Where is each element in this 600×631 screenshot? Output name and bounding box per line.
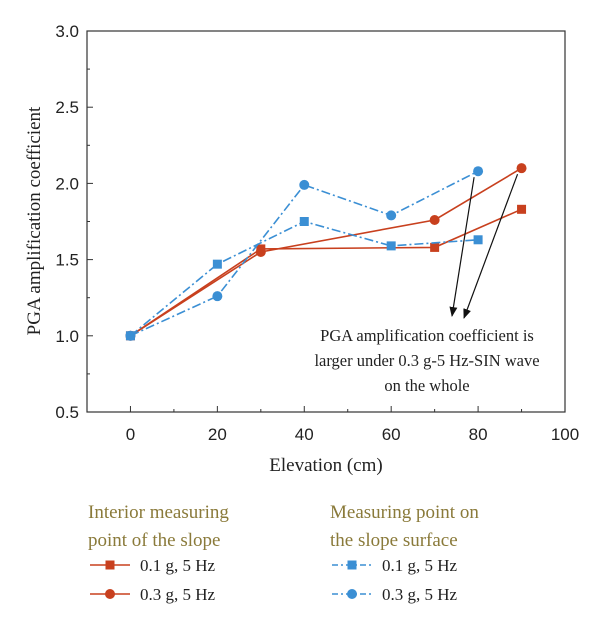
legend-swatch-marker xyxy=(347,589,357,599)
y-tick-label: 1.5 xyxy=(55,251,79,270)
series-line xyxy=(130,208,522,337)
data-point xyxy=(386,241,396,251)
x-tick-label: 40 xyxy=(295,425,314,444)
legend-swatch-marker xyxy=(105,589,115,599)
series-line xyxy=(129,220,479,337)
data-point xyxy=(255,246,266,257)
legend-entry-label: 0.1 g, 5 Hz xyxy=(382,556,458,575)
legend-swatch-marker xyxy=(105,560,115,570)
legend-group-title: point of the slope xyxy=(88,530,220,551)
data-point xyxy=(212,291,223,302)
annotation-text-line: on the whole xyxy=(384,376,469,395)
data-point xyxy=(516,163,527,174)
series-2 xyxy=(125,163,527,341)
x-tick-label: 80 xyxy=(469,425,488,444)
data-point xyxy=(473,235,483,245)
y-tick-label: 3.0 xyxy=(55,22,79,41)
y-tick-label: 1.0 xyxy=(55,327,79,346)
x-tick-label: 20 xyxy=(208,425,227,444)
data-point xyxy=(473,166,484,177)
legend-group-title: Interior measuring xyxy=(88,502,229,523)
legend: Interior measuring point of the slope 0.1 … xyxy=(88,502,479,604)
data-point xyxy=(430,242,440,252)
series-line xyxy=(130,167,522,337)
y-tick-label: 2.0 xyxy=(55,174,79,193)
annotation-text-line: larger under 0.3 g-5 Hz-SIN wave xyxy=(314,351,539,370)
data-point xyxy=(212,259,222,269)
legend-entry-label: 0.3 g, 5 Hz xyxy=(382,585,458,604)
legend-entry-label: 0.3 g, 5 Hz xyxy=(140,585,216,604)
x-tick-label: 60 xyxy=(382,425,401,444)
series-3 xyxy=(125,217,483,341)
data-point xyxy=(429,214,440,225)
data-point xyxy=(299,217,309,226)
y-axis-label: PGA amplification coefficient xyxy=(24,106,45,335)
annotation-arrow xyxy=(449,177,475,317)
series-line xyxy=(130,170,479,337)
legend-group-title: Measuring point on xyxy=(330,502,479,523)
data-point xyxy=(386,210,397,221)
data-point xyxy=(125,330,136,341)
y-tick-label: 0.5 xyxy=(55,403,79,422)
annotation-text-line: PGA amplification coefficient is xyxy=(320,326,534,345)
series-4 xyxy=(125,166,484,341)
x-tick-label: 0 xyxy=(126,425,135,444)
legend-group-title: the slope surface xyxy=(330,530,458,551)
legend-swatch-marker xyxy=(347,560,357,570)
data-point xyxy=(517,204,527,214)
legend-entry-label: 0.1 g, 5 Hz xyxy=(140,556,216,575)
x-axis-label: Elevation (cm) xyxy=(269,455,382,476)
data-point xyxy=(299,179,310,190)
y-tick-label: 2.5 xyxy=(55,98,79,117)
x-tick-label: 100 xyxy=(551,425,579,444)
annotation-arrow xyxy=(463,173,519,319)
